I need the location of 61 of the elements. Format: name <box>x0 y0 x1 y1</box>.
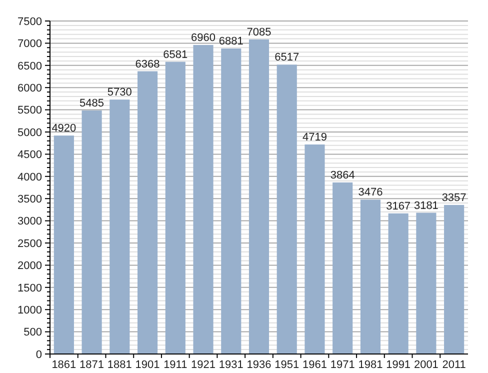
bar <box>360 200 380 354</box>
x-tick-label: 1961 <box>302 359 327 371</box>
data-label: 5730 <box>107 86 132 99</box>
data-label: 7085 <box>246 26 272 38</box>
x-tick-label: 1921 <box>191 359 216 371</box>
y-tick-label: 2000 <box>18 260 42 272</box>
bar <box>416 212 436 354</box>
x-tick-label: 2001 <box>414 359 438 371</box>
data-label: 3476 <box>358 186 383 199</box>
y-tick-label: 1500 <box>18 282 42 294</box>
data-label: 3864 <box>330 169 355 182</box>
y-tick-label: 4000 <box>18 171 42 184</box>
bar <box>388 213 408 354</box>
y-tick-label: 1000 <box>18 304 42 316</box>
x-tick-label: 1981 <box>358 359 383 371</box>
x-tick-label: 1991 <box>386 359 411 371</box>
bar <box>221 48 242 354</box>
bar <box>193 44 214 354</box>
data-label: 3181 <box>414 200 438 212</box>
bar <box>54 136 74 354</box>
x-tick-label: 1911 <box>164 359 188 371</box>
y-tick-label: 6000 <box>18 82 42 94</box>
x-tick-label: 1931 <box>218 359 244 371</box>
x-tick-label: 1861 <box>52 359 76 371</box>
bar <box>110 100 130 354</box>
x-tick-label: 1881 <box>107 359 132 371</box>
bar <box>165 62 186 354</box>
data-label: 4920 <box>52 122 76 135</box>
y-tick-label: 5000 <box>18 126 42 139</box>
y-tick-label: 4500 <box>18 149 42 162</box>
y-tick-label: 2500 <box>18 238 42 250</box>
x-tick-label: 1951 <box>274 359 300 371</box>
data-label: 6881 <box>218 35 244 48</box>
data-label: 6368 <box>135 58 160 70</box>
x-tick-label: 1871 <box>80 359 104 371</box>
data-label: 3357 <box>442 192 466 204</box>
data-label: 4719 <box>302 131 327 144</box>
bar <box>248 39 270 354</box>
y-tick-label: 3500 <box>18 193 42 206</box>
bar <box>276 64 297 354</box>
data-label: 6517 <box>274 52 300 64</box>
y-tick-label: 0 <box>36 348 42 361</box>
x-tick-label: 2011 <box>442 359 466 371</box>
data-label: 6581 <box>163 48 188 61</box>
data-label: 5485 <box>80 97 104 110</box>
x-tick-label: 1971 <box>330 359 355 371</box>
x-tick-label: 1936 <box>246 359 272 371</box>
y-tick-label: 6500 <box>18 60 42 72</box>
bar <box>444 204 464 354</box>
y-tick-label: 7000 <box>18 38 42 50</box>
data-label: 6960 <box>191 32 216 44</box>
bar <box>138 71 158 354</box>
y-tick-label: 3000 <box>18 216 42 228</box>
data-label: 3167 <box>386 200 411 212</box>
y-tick-label: 5500 <box>18 104 42 117</box>
y-tick-label: 500 <box>24 326 42 339</box>
y-tick-label: 7500 <box>18 16 42 28</box>
x-tick-label: 1901 <box>135 359 160 371</box>
bar <box>304 144 325 354</box>
bar <box>332 182 353 354</box>
bar <box>82 110 102 354</box>
